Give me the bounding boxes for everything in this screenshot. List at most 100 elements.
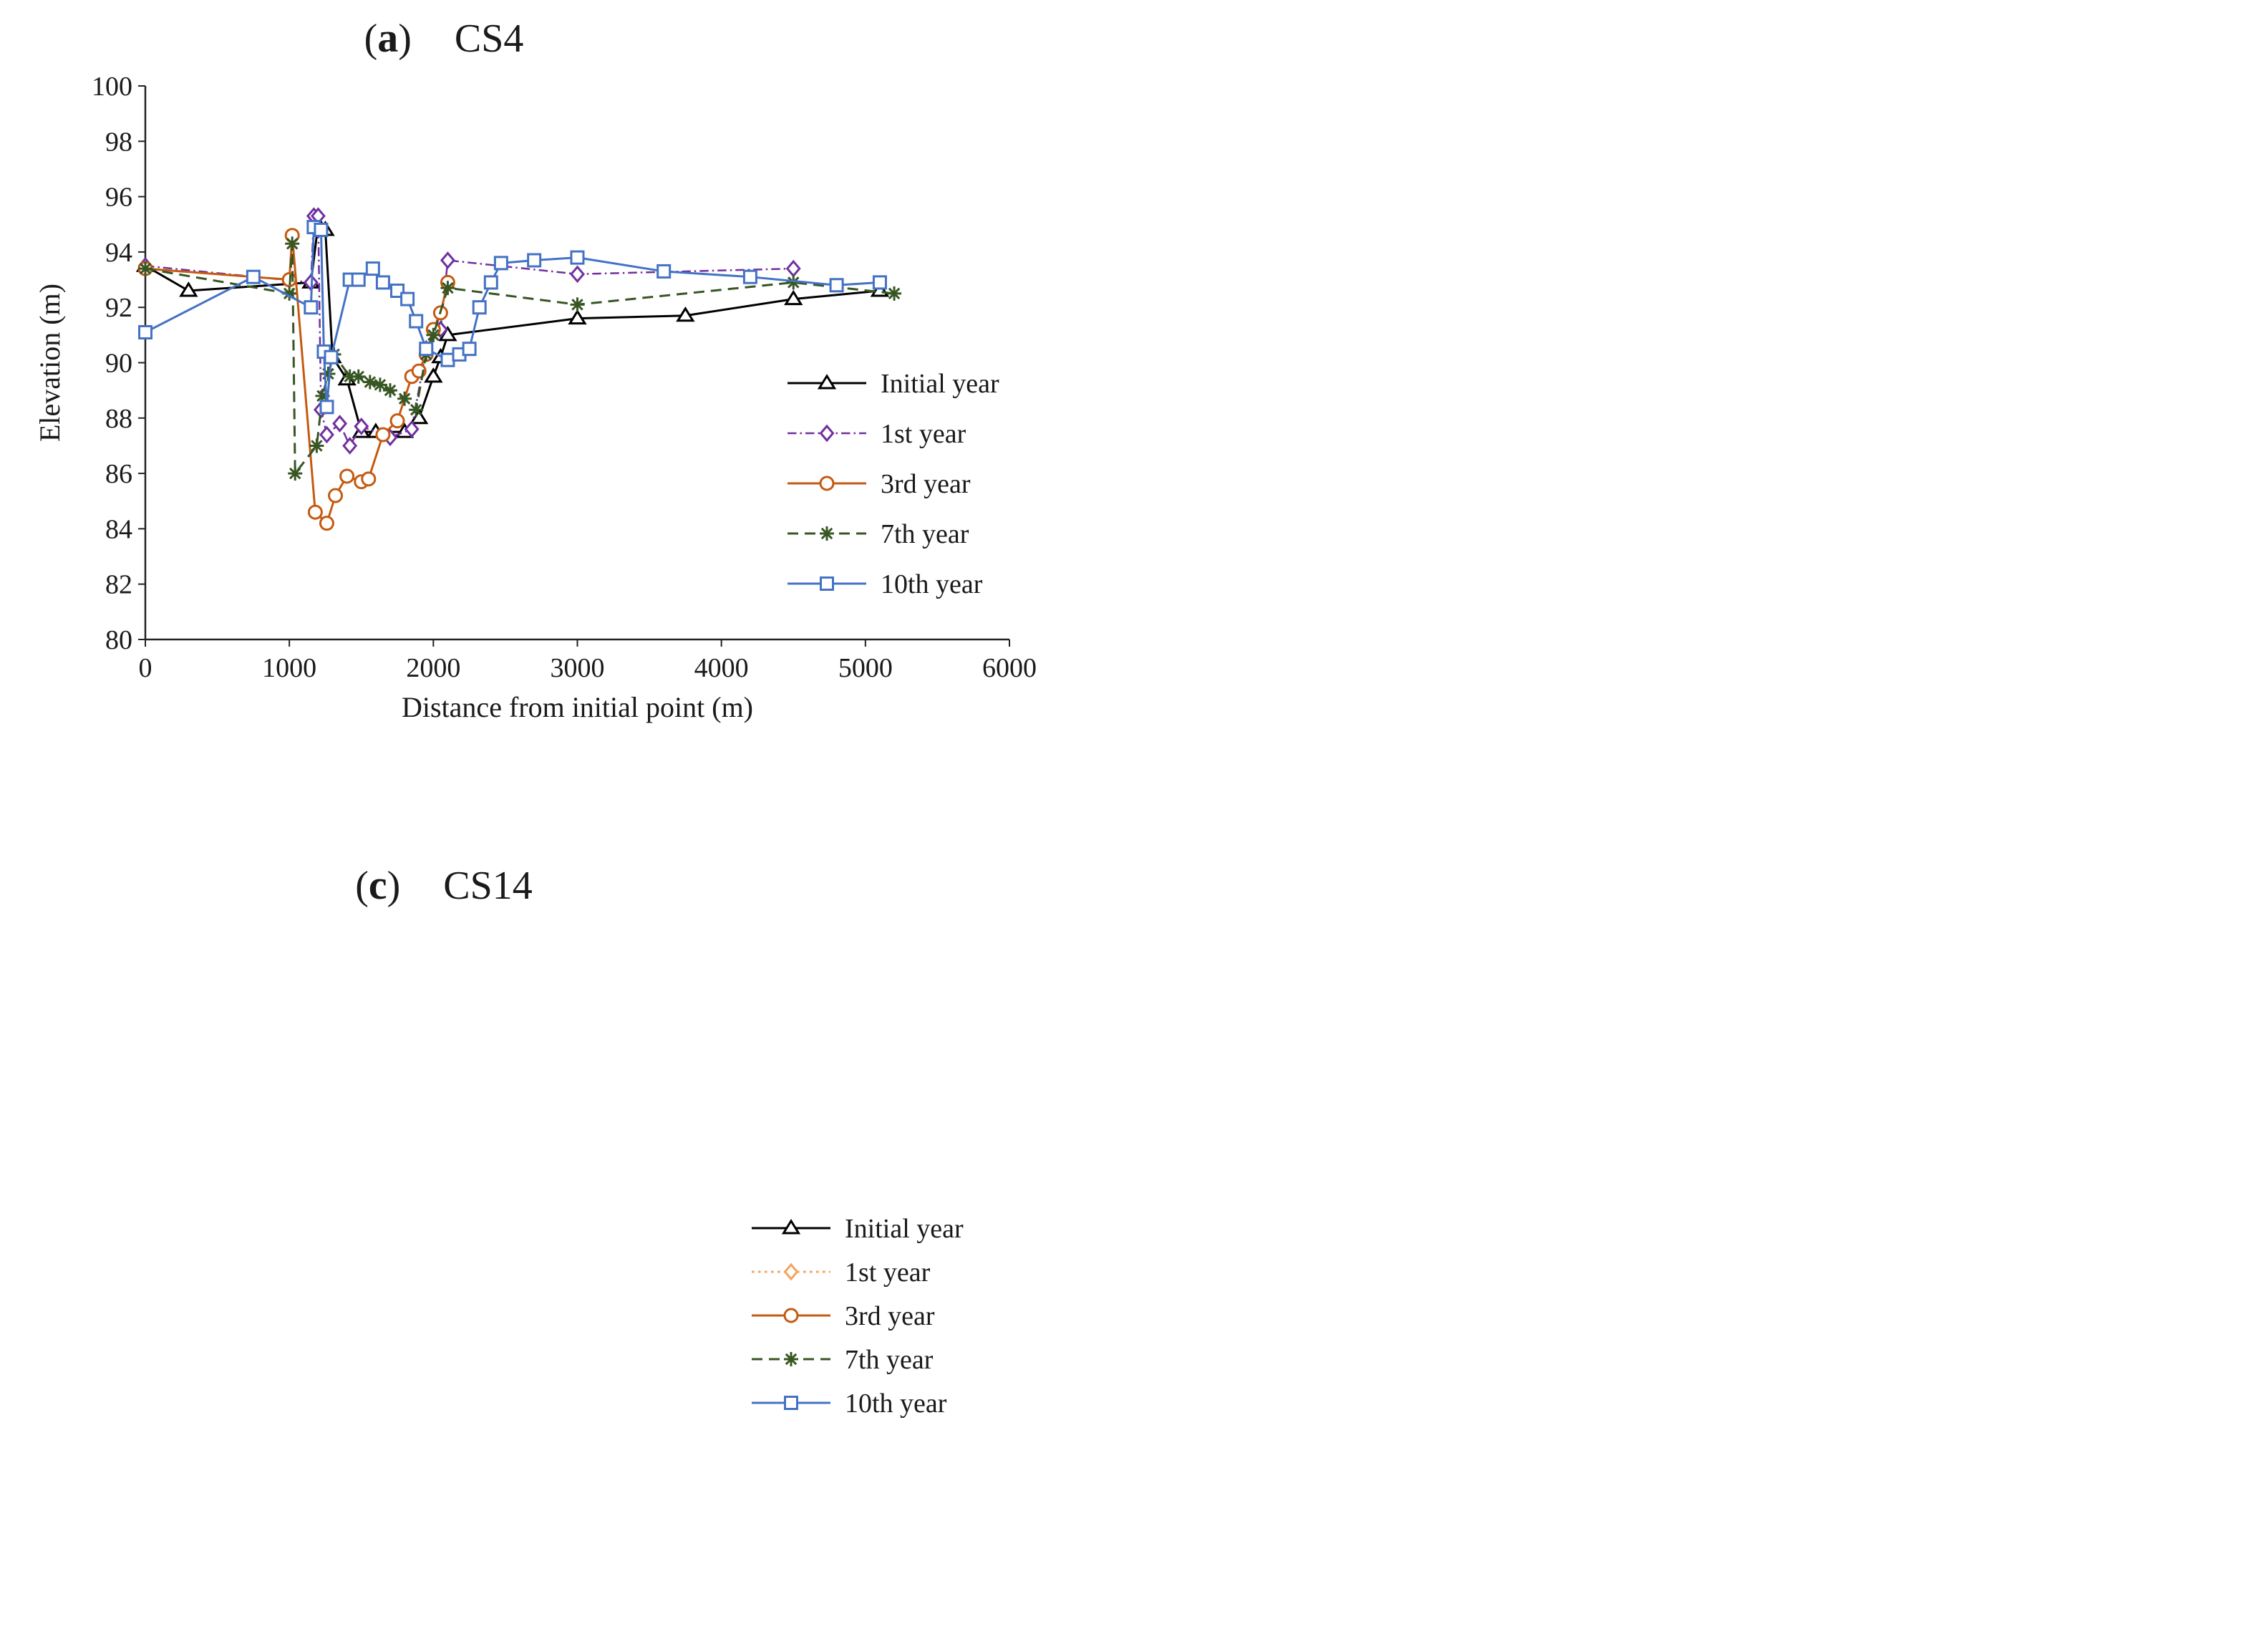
legend-item: 7th year [788,519,969,549]
legend-marker [820,576,834,591]
data-point [319,425,334,444]
legend-marker [784,1352,798,1366]
legend-label: 7th year [845,1345,934,1375]
data-point [375,275,390,290]
series-initial-year [135,215,890,438]
data-point [375,427,391,443]
data-point [339,468,355,484]
x-tick-label: 6000 [982,653,1037,683]
data-point [332,415,348,433]
legend-label: Initial year [845,1214,964,1244]
legend-label: 1st year [845,1257,931,1288]
x-tick-label: 4000 [694,653,749,683]
y-tick-label: 86 [105,459,132,489]
legend-label: 10th year [881,569,983,599]
legend-label: 3rd year [845,1301,935,1331]
chart-panel-d: 7577798183858789919395010002000300040005… [1,150,2268,1632]
data-point [472,300,487,315]
data-point [404,420,420,438]
data-point [179,281,198,297]
legend-marker [817,374,837,390]
data-point [351,369,366,384]
legend: Initial year 1st year 3rd year 7th year 10th… [788,369,999,599]
data-point [319,516,334,531]
data-point [319,400,334,415]
legend-marker [784,1396,798,1410]
legend-marker [781,1219,801,1235]
x-tick-label: 1000 [262,653,316,683]
data-point [328,488,344,503]
legend-item: 10th year [788,569,983,599]
chart-svg-d: 7577798183858789919395010002000300040005… [1,150,1012,1445]
legend-label: 7th year [881,519,969,549]
data-point [462,342,477,357]
x-tick-label: 5000 [838,653,893,683]
data-point [493,256,508,271]
y-tick-label: 88 [105,404,132,434]
series-1st-year [137,207,801,455]
data-point [872,275,887,290]
legend-item: 3rd year [752,1301,935,1331]
data-point [440,251,455,269]
chart-svg-c: 7577798183858789919395010002000300040005… [19,148,998,1419]
y-tick-label: 90 [105,349,132,379]
y-axis-label: Elevation (m) [34,284,66,442]
data-point [426,327,441,342]
series-3rd-year [137,228,455,531]
data-point [419,342,434,357]
series-line [145,226,881,408]
legend-label: 10th year [845,1389,947,1419]
y-tick-label: 96 [105,183,132,213]
data-point [424,367,443,383]
y-tick-label: 94 [105,238,132,268]
data-point [568,309,587,325]
data-point [397,391,412,406]
legend-marker [819,475,835,491]
x-tick-label: 0 [139,653,152,683]
y-tick-label: 84 [105,514,132,544]
chart-svg-b: 8082848688909294960100020003000400050006… [13,14,1021,723]
data-point [246,269,261,284]
data-point [138,324,152,339]
data-point [365,261,380,276]
legend-marker [819,424,835,443]
legend-label: Initial year [881,369,999,399]
legend-item: Initial year [752,1214,964,1244]
legend-item: 1st year [788,419,966,449]
data-point [887,286,902,301]
data-point [784,289,803,306]
legend-item: 3rd year [788,469,971,499]
legend-label: 3rd year [881,469,971,499]
data-point [742,269,757,284]
data-point [440,281,455,296]
data-point [676,306,695,322]
legend-item: 10th year [752,1389,947,1419]
legend-item: 1st year [752,1257,931,1288]
data-point [527,253,542,268]
data-point [314,222,329,237]
x-axis-label: Distance from initial point (m) [402,691,753,723]
data-point [389,413,405,429]
data-point [138,261,152,276]
data-point [570,265,585,284]
data-point [570,250,585,265]
legend-label: 1st year [881,419,966,449]
x-tick-label: 3000 [551,653,605,683]
data-point [372,377,387,392]
data-point [410,408,429,425]
data-point [285,236,300,251]
data-point [304,300,319,315]
data-point [400,291,415,306]
chart-panel-a: 80 82 84 86 88 90 92 94 96 98 100 0 1000 2000 3000 4000… [0,0,1134,818]
data-point [362,375,377,390]
data-point [483,275,498,290]
data-point [440,352,455,367]
legend: Initial year 1st year 3rd year 7th year 10th… [752,1214,964,1419]
series-line [145,223,881,433]
data-point [324,349,339,364]
data-point [382,383,397,398]
data-point [288,466,303,481]
chart-panel-c: 7577798183858789919395010002000300040005… [0,148,1134,1632]
y-tick-label: 98 [105,127,132,157]
